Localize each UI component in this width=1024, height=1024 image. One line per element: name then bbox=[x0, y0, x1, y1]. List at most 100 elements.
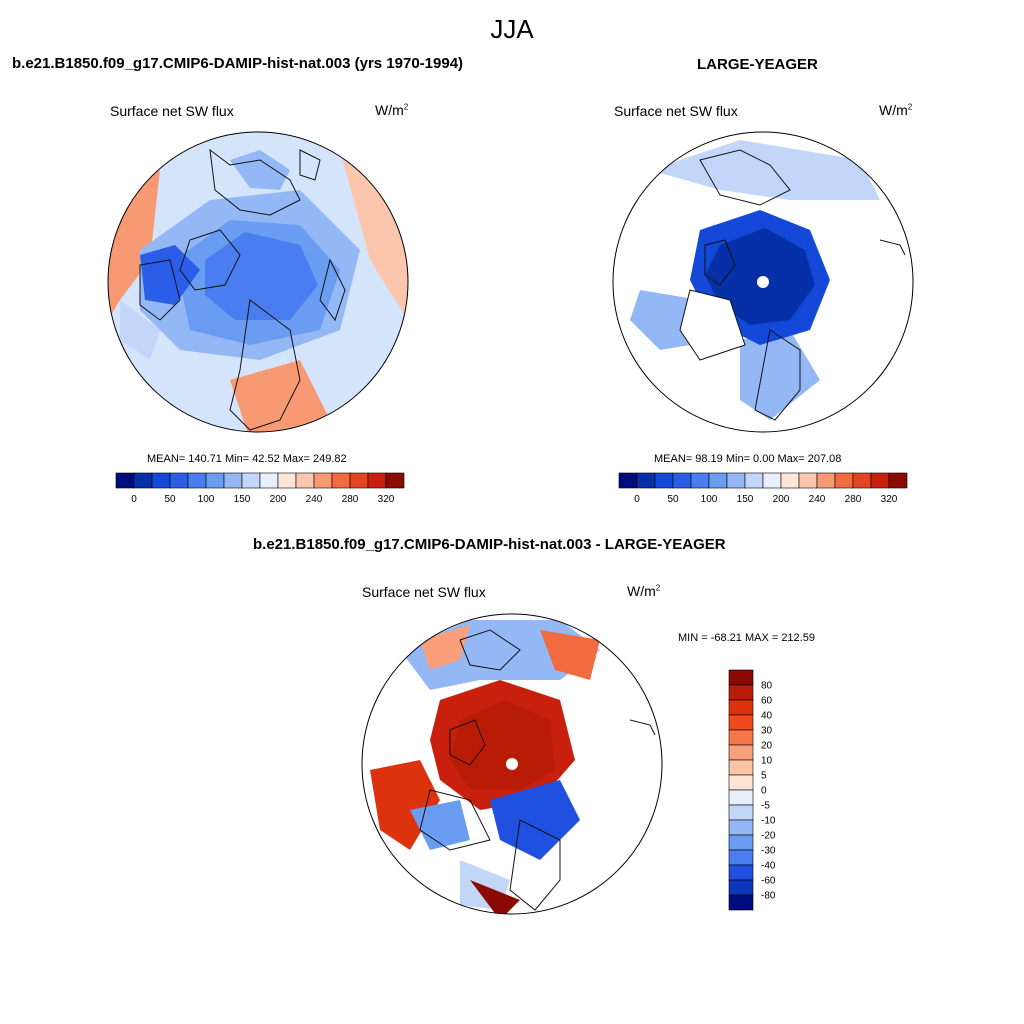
panel2-title: LARGE-YEAGER bbox=[697, 56, 818, 73]
panel1-map-border bbox=[107, 131, 409, 433]
panel3-colorbar-box bbox=[728, 834, 754, 851]
panel1-colorbar-label: 100 bbox=[198, 494, 215, 505]
panel1-colorbar-box bbox=[313, 472, 333, 489]
panel1-colorbar-label: 200 bbox=[270, 494, 287, 505]
panel2-colorbar-box bbox=[744, 472, 764, 489]
panel3-colorbar-label: 10 bbox=[761, 756, 773, 767]
panel2-colorbar-box bbox=[852, 472, 872, 489]
panel1-colorbar-box bbox=[259, 472, 279, 489]
panel1-greenland-field bbox=[140, 245, 200, 305]
panel3-colorbar-label: -30 bbox=[761, 846, 776, 857]
panel2-colorbar-box bbox=[726, 472, 746, 489]
panel1-colorbar-label: 240 bbox=[306, 494, 323, 505]
panel1-colorbar-label: 0 bbox=[131, 494, 137, 505]
panel2-colorbar-box bbox=[690, 472, 710, 489]
panel1-title: b.e21.B1850.f09_g17.CMIP6-DAMIP-hist-nat… bbox=[12, 55, 464, 72]
panel2-coastlines bbox=[679, 149, 906, 421]
panel2-colorbar-label: 280 bbox=[845, 494, 862, 505]
panel2-colorbar-label: 0 bbox=[634, 494, 640, 505]
panel3-title: b.e21.B1850.f09_g17.CMIP6-DAMIP-hist-nat… bbox=[253, 536, 726, 553]
panel1-stats: MEAN= 140.71 Min= 42.52 Max= 249.82 bbox=[147, 453, 347, 465]
panel1-colorbar: 0 50 100 150 200 240 280 320 bbox=[115, 472, 405, 505]
panel3-colorbar-box bbox=[728, 819, 754, 836]
panel1-colorbar-box bbox=[277, 472, 297, 489]
panel3-colorbar-box bbox=[728, 774, 754, 791]
panel3-barents-field bbox=[490, 780, 580, 860]
panel3-colorbar-box bbox=[728, 714, 754, 731]
panel3-colorbar-box bbox=[728, 684, 754, 701]
panel3-colorbar-box bbox=[728, 699, 754, 716]
panel2-colorbar-box bbox=[798, 472, 818, 489]
panel3-colorbar-label: 80 bbox=[761, 681, 773, 692]
panel2-colorbar-label: 240 bbox=[809, 494, 826, 505]
panel1-variable: Surface net SW flux bbox=[110, 103, 234, 119]
panel3-colorbar-box bbox=[728, 669, 754, 686]
panel1-units: W/m2 bbox=[375, 102, 409, 118]
panel3-colorbar-label: -60 bbox=[761, 876, 776, 887]
panel3-colorbar-label: 60 bbox=[761, 696, 773, 707]
panel1-colorbar-box bbox=[241, 472, 261, 489]
panel3-variable: Surface net SW flux bbox=[362, 584, 486, 600]
panel3-colorbar-box bbox=[728, 789, 754, 806]
panel1-colorbar-label: 150 bbox=[234, 494, 251, 505]
panel3-alaska-field bbox=[540, 630, 600, 680]
panel2-variable: Surface net SW flux bbox=[614, 103, 738, 119]
panel1-colorbar-box bbox=[385, 472, 405, 489]
panel3-colorbar-box bbox=[728, 849, 754, 866]
panel2-colorbar-label: 200 bbox=[773, 494, 790, 505]
panel2-colorbar-box bbox=[870, 472, 890, 489]
panel3-colorbar-box bbox=[728, 744, 754, 761]
panel1-colorbar-box bbox=[349, 472, 369, 489]
season-title: JJA bbox=[490, 14, 534, 44]
panel3-pole-hole bbox=[506, 758, 518, 770]
panel1-colorbar-box bbox=[115, 472, 135, 489]
panel2-colorbar-box bbox=[636, 472, 656, 489]
panel3-colorbar-label: 5 bbox=[761, 771, 767, 782]
panel1-colorbar-box bbox=[151, 472, 171, 489]
panel3-colorbar-label: -5 bbox=[761, 801, 770, 812]
panel1-colorbar-box bbox=[187, 472, 207, 489]
panel2-colorbar-box bbox=[762, 472, 782, 489]
panel3-nordic-field bbox=[410, 800, 470, 850]
panel1-colorbar-label: 320 bbox=[378, 494, 395, 505]
panel2-pacific-field bbox=[650, 140, 880, 200]
panel2-map bbox=[613, 132, 913, 432]
panel3-map-border bbox=[361, 613, 663, 915]
panel2-colorbar-label: 100 bbox=[701, 494, 718, 505]
panel3-colorbar-box bbox=[728, 864, 754, 881]
panel2-stats: MEAN= 98.19 Min= 0.00 Max= 207.08 bbox=[654, 453, 842, 465]
panel3-colorbar-box bbox=[728, 759, 754, 776]
panel2-units: W/m2 bbox=[879, 102, 913, 118]
panel2-colorbar-box bbox=[888, 472, 908, 489]
panel3-colorbar-label: -10 bbox=[761, 816, 776, 827]
panel2-colorbar-box bbox=[654, 472, 674, 489]
panel2-map-border bbox=[612, 131, 914, 433]
panel3-map bbox=[362, 614, 662, 914]
panel1-colorbar-box bbox=[331, 472, 351, 489]
panel3-colorbar-box bbox=[728, 804, 754, 821]
panel3-colorbar-label: -40 bbox=[761, 861, 776, 872]
panel1-asia-warm-region bbox=[230, 360, 330, 432]
panel1-colorbar-box bbox=[295, 472, 315, 489]
panel2-colorbar-box bbox=[780, 472, 800, 489]
panel3-siberia-field bbox=[470, 880, 520, 914]
panel3-coastlines bbox=[419, 629, 656, 911]
panel3-stats: MIN = -68.21 MAX = 212.59 bbox=[678, 632, 815, 644]
panel2-pole-hole bbox=[757, 276, 769, 288]
panel3-colorbar-label: 20 bbox=[761, 741, 773, 752]
panel3-colorbar-label: 30 bbox=[761, 726, 773, 737]
panel1-colorbar-label: 280 bbox=[342, 494, 359, 505]
panel1-map bbox=[108, 132, 408, 432]
panel2-colorbar-box bbox=[834, 472, 854, 489]
panel1-colorbar-label: 50 bbox=[164, 494, 176, 505]
panel1-colorbar-box bbox=[133, 472, 153, 489]
panel1-colorbar-box bbox=[169, 472, 189, 489]
panel2-colorbar-box bbox=[708, 472, 728, 489]
panel1-europe-field bbox=[120, 300, 160, 360]
panel1-colorbar-box bbox=[223, 472, 243, 489]
panel2-colorbar-box bbox=[816, 472, 836, 489]
panel3-colorbar-label: -80 bbox=[761, 891, 776, 902]
panel2-colorbar-label: 150 bbox=[737, 494, 754, 505]
panel3-units: W/m2 bbox=[627, 583, 661, 599]
